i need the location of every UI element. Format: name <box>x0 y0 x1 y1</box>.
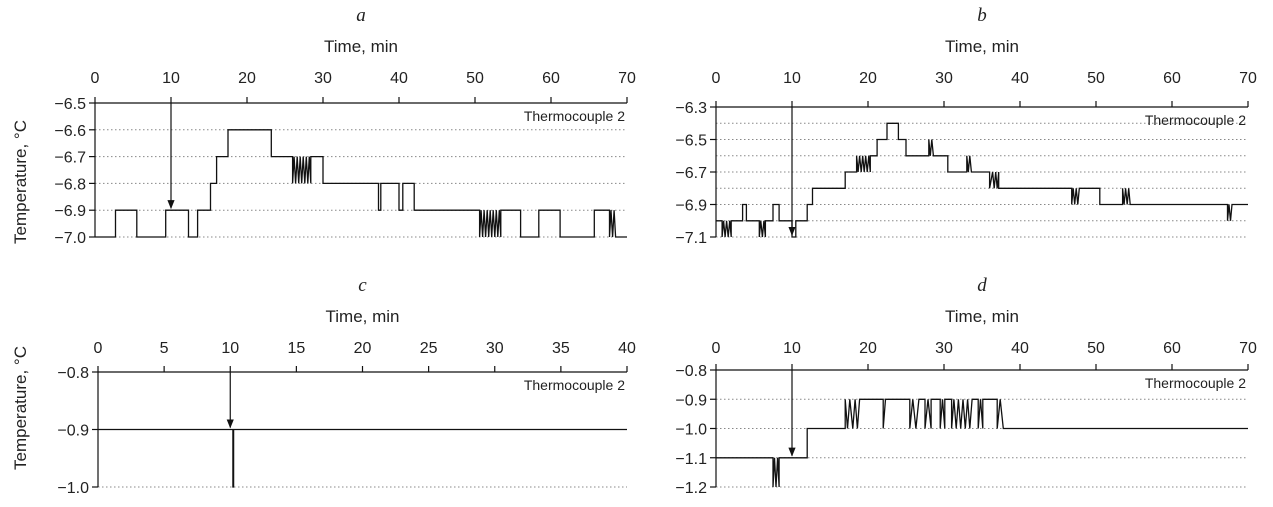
panel-d-x-tick-label-70: 70 <box>1239 340 1257 357</box>
panel-a-x-axis-title: Time, min <box>324 37 398 56</box>
panel-d-series-label: Thermocouple 2 <box>1145 375 1246 391</box>
panel-b-y-tick-label--6_3: −6.3 <box>675 100 707 117</box>
panel-a-x-tick-label-10: 10 <box>162 70 180 87</box>
panel-b-x-axis-title: Time, min <box>945 37 1019 56</box>
panel-b-x-tick-label-60: 60 <box>1163 70 1181 87</box>
panel-b-x-tick-label-30: 30 <box>935 70 953 87</box>
panel-c-x-tick-label-5: 5 <box>160 340 169 357</box>
panel-b-x-tick-label-70: 70 <box>1239 70 1257 87</box>
panel-d-y-tick-label--0_9: −0.9 <box>675 392 707 409</box>
panel-b-y-tick-label--6_7: −6.7 <box>675 165 707 182</box>
panel-c-x-tick-label-30: 30 <box>486 340 504 357</box>
panel-a-letter: a <box>356 5 366 26</box>
panel-a-x-tick-label-20: 20 <box>238 70 256 87</box>
panel-d-x-tick-label-30: 30 <box>935 340 953 357</box>
panel-a-x-tick-label-0: 0 <box>91 70 100 87</box>
y-axis-label-top: Temperature, °C <box>11 120 30 244</box>
panel-b-letter: b <box>977 5 987 26</box>
panel-d-letter: d <box>977 275 987 296</box>
panel-a-x-tick-label-40: 40 <box>390 70 408 87</box>
panel-d-y-tick-label--1_2: −1.2 <box>675 480 707 497</box>
panel-a-series-label: Thermocouple 2 <box>524 108 625 124</box>
panel-b-y-tick-label--6_5: −6.5 <box>675 133 707 150</box>
panel-d-x-tick-label-60: 60 <box>1163 340 1181 357</box>
panel-d-y-tick-label--0_8: −0.8 <box>675 363 707 380</box>
panel-c-series-label: Thermocouple 2 <box>524 377 625 393</box>
panel-d-series-0-line <box>716 398 1248 488</box>
panel-a-y-tick-label--7: −7.0 <box>54 230 86 247</box>
panel-c-y-tick-label--1: −1.0 <box>57 480 89 497</box>
panel-b-x-tick-label-50: 50 <box>1087 70 1105 87</box>
panel-c-x-axis-title: Time, min <box>326 307 400 326</box>
panel-b-x-tick-label-40: 40 <box>1011 70 1029 87</box>
panel-b-x-tick-label-20: 20 <box>859 70 877 87</box>
panel-c-y-tick-label--0_8: −0.8 <box>57 365 89 382</box>
panel-a-series-0-line <box>95 129 627 238</box>
panel-b-y-tick-label--6_9: −6.9 <box>675 198 707 215</box>
panel-d-x-tick-label-10: 10 <box>783 340 801 357</box>
panel-a-y-tick-label--6_8: −6.8 <box>54 176 86 193</box>
panel-b-y-tick-label--7_1: −7.1 <box>675 230 707 247</box>
panel-d-x-tick-label-0: 0 <box>712 340 721 357</box>
panel-b-x-tick-label-10: 10 <box>783 70 801 87</box>
y-axis-label-bottom: Temperature, °C <box>11 346 30 470</box>
panel-a-x-tick-label-70: 70 <box>618 70 636 87</box>
panel-a-x-tick-label-60: 60 <box>542 70 560 87</box>
panel-d-x-axis-title: Time, min <box>945 307 1019 326</box>
panel-a-x-tick-label-50: 50 <box>466 70 484 87</box>
panel-c-y-tick-label--0_9: −0.9 <box>57 423 89 440</box>
panel-c-x-tick-label-20: 20 <box>354 340 372 357</box>
panel-a-y-tick-label--6_6: −6.6 <box>54 123 86 140</box>
panel-c-x-tick-label-25: 25 <box>420 340 438 357</box>
panel-c-x-tick-label-15: 15 <box>287 340 305 357</box>
panel-c-x-tick-label-10: 10 <box>221 340 239 357</box>
panel-c-x-tick-label-0: 0 <box>94 340 103 357</box>
panel-a-y-tick-label--6_9: −6.9 <box>54 203 86 220</box>
panel-a-y-tick-label--6_5: −6.5 <box>54 96 86 113</box>
panel-a-x-tick-label-30: 30 <box>314 70 332 87</box>
panel-d-x-tick-label-50: 50 <box>1087 340 1105 357</box>
panel-c-x-tick-label-35: 35 <box>552 340 570 357</box>
panel-b-series-label: Thermocouple 2 <box>1145 112 1246 128</box>
panel-c-series-0-line <box>98 428 627 488</box>
panel-c-letter: c <box>358 275 367 296</box>
panel-b-series-0-line <box>716 122 1248 238</box>
panel-d-y-tick-label--1_1: −1.1 <box>675 451 707 468</box>
panel-b-x-tick-label-0: 0 <box>712 70 721 87</box>
panel-d-x-tick-label-40: 40 <box>1011 340 1029 357</box>
panel-c-x-tick-label-40: 40 <box>618 340 636 357</box>
panel-a-y-tick-label--6_7: −6.7 <box>54 150 86 167</box>
panel-d-x-tick-label-20: 20 <box>859 340 877 357</box>
panel-d-y-tick-label--1: −1.0 <box>675 422 707 439</box>
